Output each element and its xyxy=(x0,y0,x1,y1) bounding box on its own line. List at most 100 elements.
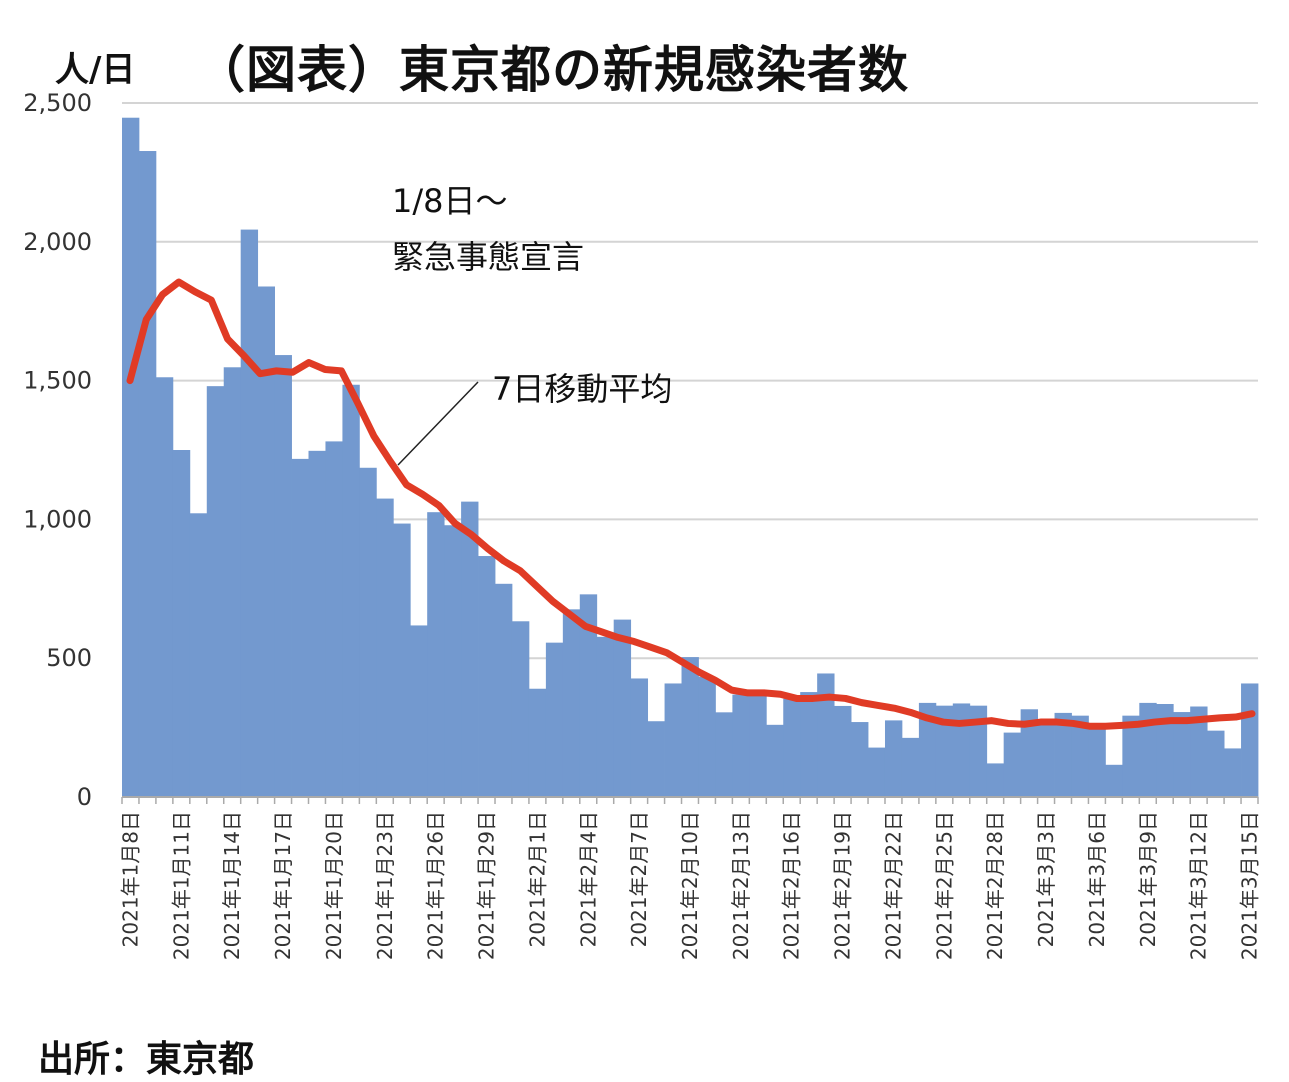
bar-series xyxy=(122,117,1259,798)
x-tick-label: 2021年2月1日 xyxy=(525,811,549,947)
bar xyxy=(478,556,496,797)
bar xyxy=(528,688,547,797)
bar xyxy=(1003,732,1022,797)
bar xyxy=(664,683,682,797)
bar xyxy=(732,694,750,797)
x-tick-label: 2021年1月14日 xyxy=(220,811,244,960)
bar xyxy=(1105,764,1123,797)
bar xyxy=(461,501,479,797)
bar xyxy=(206,386,225,797)
x-tick-label: 2021年2月22日 xyxy=(881,811,905,960)
x-tick-label: 2021年3月6日 xyxy=(1085,811,1109,947)
bar xyxy=(817,673,835,797)
bar xyxy=(223,367,242,797)
bar xyxy=(918,702,937,797)
bar xyxy=(935,705,954,797)
x-tick-label: 2021年3月15日 xyxy=(1238,811,1262,960)
bar xyxy=(376,498,394,797)
moving-average-series xyxy=(126,278,1256,730)
y-tick-label: 1,000 xyxy=(23,505,92,533)
x-tick-label: 2021年1月8日 xyxy=(118,811,142,947)
bar xyxy=(291,458,309,797)
y-axis-ticks: 0 500 1,000 1,500 2,000 2,500 xyxy=(23,89,92,811)
bar xyxy=(545,642,564,797)
emergency-annotation-line2: 緊急事態宣言 xyxy=(392,238,584,276)
bar xyxy=(155,377,174,797)
x-tick-label: 2021年2月19日 xyxy=(831,811,855,960)
y-tick-label: 2,500 xyxy=(23,89,92,117)
bar xyxy=(579,594,598,797)
y-tick-label: 2,000 xyxy=(23,228,92,256)
bar xyxy=(766,724,784,797)
bar xyxy=(698,676,716,797)
x-tick-label: 2021年1月29日 xyxy=(475,811,499,960)
x-tick-label: 2021年1月26日 xyxy=(424,811,448,960)
x-tick-label: 2021年3月3日 xyxy=(1034,811,1058,947)
bar xyxy=(308,450,326,797)
x-tick-label: 2021年2月4日 xyxy=(576,811,600,947)
chart-title: （図表）東京都の新規感染者数 xyxy=(195,41,909,99)
bar xyxy=(359,467,377,797)
bar xyxy=(1071,715,1089,797)
bar xyxy=(172,450,191,797)
bar xyxy=(444,525,462,797)
bar xyxy=(240,229,259,798)
bar xyxy=(715,712,733,797)
bar xyxy=(749,694,767,797)
x-tick-label: 2021年3月12日 xyxy=(1187,811,1211,960)
bar xyxy=(868,747,886,797)
bar xyxy=(342,384,360,797)
bar xyxy=(325,441,343,797)
bar xyxy=(1190,706,1208,797)
x-axis xyxy=(121,796,1259,804)
x-axis-ticks: 2021年1月8日 2021年1月11日 2021年1月14日 2021年1月17日 2… xyxy=(118,811,1261,960)
x-tick-label: 2021年2月7日 xyxy=(627,811,651,947)
y-tick-label: 0 xyxy=(77,783,92,811)
bar xyxy=(1020,709,1038,797)
bar xyxy=(884,720,903,797)
bar xyxy=(1173,712,1191,797)
emergency-annotation-line1: 1/8日～ xyxy=(392,182,508,220)
bar xyxy=(1037,719,1055,797)
bar xyxy=(1224,748,1242,797)
bar xyxy=(901,737,920,797)
moving-average-line xyxy=(126,278,1256,730)
bar xyxy=(1054,712,1072,797)
ma-callout-line xyxy=(397,381,479,466)
bar xyxy=(596,636,615,797)
bar xyxy=(274,355,292,797)
bar xyxy=(800,692,818,797)
bar xyxy=(410,625,428,797)
bar xyxy=(257,286,275,797)
bar xyxy=(783,698,801,797)
moving-average-annotation: 7日移動平均 xyxy=(492,370,672,408)
x-tick-label: 2021年1月17日 xyxy=(271,811,295,960)
x-tick-label: 2021年2月28日 xyxy=(983,811,1007,960)
x-tick-label: 2021年2月13日 xyxy=(729,811,753,960)
x-tick-label: 2021年1月11日 xyxy=(169,811,193,960)
bar xyxy=(138,151,157,797)
bar xyxy=(1122,715,1140,797)
bar xyxy=(1156,704,1174,797)
y-tick-label: 500 xyxy=(46,644,92,672)
bar xyxy=(122,117,140,797)
bar xyxy=(969,705,988,797)
bar xyxy=(986,763,1005,797)
y-tick-label: 1,500 xyxy=(23,367,92,395)
bar xyxy=(647,721,665,797)
y-axis-unit-label: 人/日 xyxy=(55,50,136,90)
bar xyxy=(189,513,208,797)
x-tick-label: 2021年1月20日 xyxy=(322,811,346,960)
bar xyxy=(511,621,530,797)
x-tick-label: 2021年2月16日 xyxy=(780,811,804,960)
bar xyxy=(562,609,581,797)
x-tick-label: 2021年2月25日 xyxy=(932,811,956,960)
x-tick-label: 2021年1月23日 xyxy=(373,811,397,960)
bar xyxy=(1139,702,1157,797)
x-tick-label: 2021年2月10日 xyxy=(678,811,702,960)
source-note: 出所：東京都 xyxy=(38,1039,255,1080)
bar xyxy=(952,703,971,797)
bar xyxy=(834,705,852,797)
bar xyxy=(630,678,649,797)
bar xyxy=(1088,725,1106,797)
